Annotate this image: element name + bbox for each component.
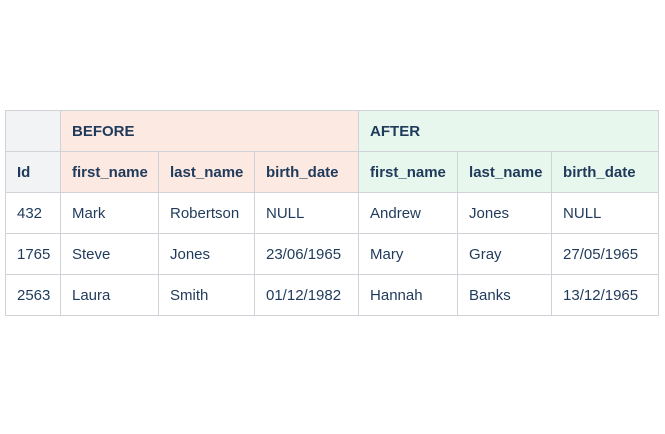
cell-first-name-before: Mark bbox=[60, 192, 159, 234]
before-after-table: BEFORE AFTER Id first_name last_name bir… bbox=[5, 110, 660, 316]
column-header-row: Id first_name last_name birth_date first… bbox=[5, 151, 660, 193]
group-header-before: BEFORE bbox=[59, 110, 360, 152]
cell-id: 2563 bbox=[5, 274, 61, 316]
column-header-first-name-before: first_name bbox=[60, 151, 159, 193]
column-header-birth-date-before: birth_date bbox=[253, 151, 360, 193]
cell-last-name-before: Robertson bbox=[158, 192, 255, 234]
cell-first-name-before: Steve bbox=[60, 233, 159, 275]
cell-first-name-after: Mary bbox=[358, 233, 459, 275]
column-header-birth-date-after: birth_date bbox=[551, 151, 660, 193]
cell-birth-date-after: 27/05/1965 bbox=[551, 233, 660, 275]
column-header-last-name-after: last_name bbox=[457, 151, 553, 193]
group-header-empty bbox=[5, 110, 61, 152]
cell-last-name-after: Gray bbox=[457, 233, 553, 275]
column-header-first-name-after: first_name bbox=[358, 151, 459, 193]
table-row: 1765 Steve Jones 23/06/1965 Mary Gray 27… bbox=[5, 233, 660, 275]
column-header-last-name-before: last_name bbox=[158, 151, 255, 193]
cell-birth-date-before: 01/12/1982 bbox=[253, 274, 360, 316]
table-row: 2563 Laura Smith 01/12/1982 Hannah Banks… bbox=[5, 274, 660, 316]
cell-last-name-before: Smith bbox=[158, 274, 255, 316]
cell-id: 1765 bbox=[5, 233, 61, 275]
cell-birth-date-before: NULL bbox=[253, 192, 360, 234]
group-header-after: AFTER bbox=[358, 110, 660, 152]
cell-birth-date-before: 23/06/1965 bbox=[253, 233, 360, 275]
cell-last-name-after: Jones bbox=[457, 192, 553, 234]
cell-birth-date-after: NULL bbox=[551, 192, 660, 234]
cell-first-name-after: Hannah bbox=[358, 274, 459, 316]
cell-id: 432 bbox=[5, 192, 61, 234]
cell-last-name-after: Banks bbox=[457, 274, 553, 316]
cell-first-name-before: Laura bbox=[60, 274, 159, 316]
cell-last-name-before: Jones bbox=[158, 233, 255, 275]
table-row: 432 Mark Robertson NULL Andrew Jones NUL… bbox=[5, 192, 660, 234]
group-header-row: BEFORE AFTER bbox=[5, 110, 660, 152]
column-header-id: Id bbox=[5, 151, 61, 193]
cell-first-name-after: Andrew bbox=[358, 192, 459, 234]
cell-birth-date-after: 13/12/1965 bbox=[551, 274, 660, 316]
